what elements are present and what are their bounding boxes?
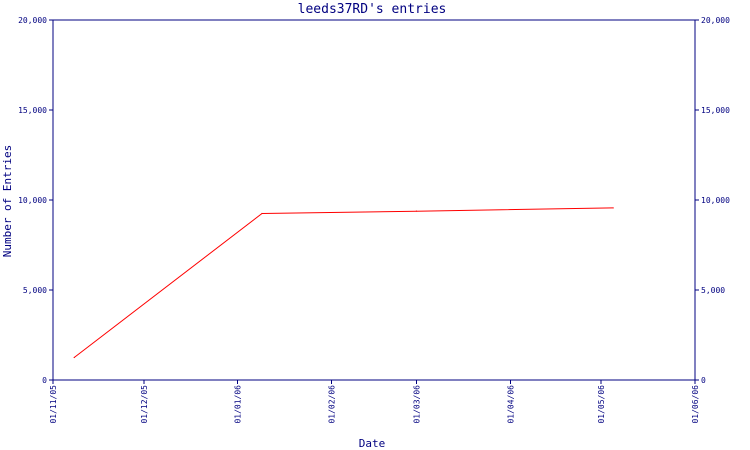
- y-tick-label-left: 0: [42, 376, 47, 385]
- chart-title: leeds37RD's entries: [298, 2, 447, 17]
- x-tick-label: 01/01/06: [234, 385, 243, 424]
- series-line: [73, 207, 614, 358]
- y-tick-label-right: 5,000: [701, 286, 725, 295]
- data-point: [415, 210, 417, 212]
- y-tick-label-left: 20,000: [18, 16, 47, 25]
- y-tick-label-left: 10,000: [18, 196, 47, 205]
- x-tick-label: 01/06/06: [691, 385, 700, 424]
- x-tick-label: 01/03/06: [412, 385, 421, 424]
- y-tick-label-left: 15,000: [18, 106, 47, 115]
- plot-frame: [52, 19, 696, 381]
- y-tick-label-right: 20,000: [701, 16, 730, 25]
- x-tick-label: 01/04/06: [506, 385, 515, 424]
- x-tick-label: 01/11/05: [49, 385, 58, 424]
- y-tick-label-left: 5,000: [23, 286, 47, 295]
- y-tick-label-right: 15,000: [701, 106, 730, 115]
- x-tick-label: 01/05/06: [597, 385, 606, 424]
- y-tick-label-right: 10,000: [701, 196, 730, 205]
- data-point: [73, 356, 75, 359]
- y-axis-label: Number of Entries: [1, 145, 14, 258]
- y-tick-label-right: 0: [701, 376, 706, 385]
- x-tick-label: 01/02/06: [328, 385, 337, 424]
- data-point: [612, 207, 614, 209]
- x-axis-label: Date: [359, 437, 386, 450]
- x-tick-label: 01/12/05: [140, 385, 149, 424]
- data-point: [261, 212, 263, 215]
